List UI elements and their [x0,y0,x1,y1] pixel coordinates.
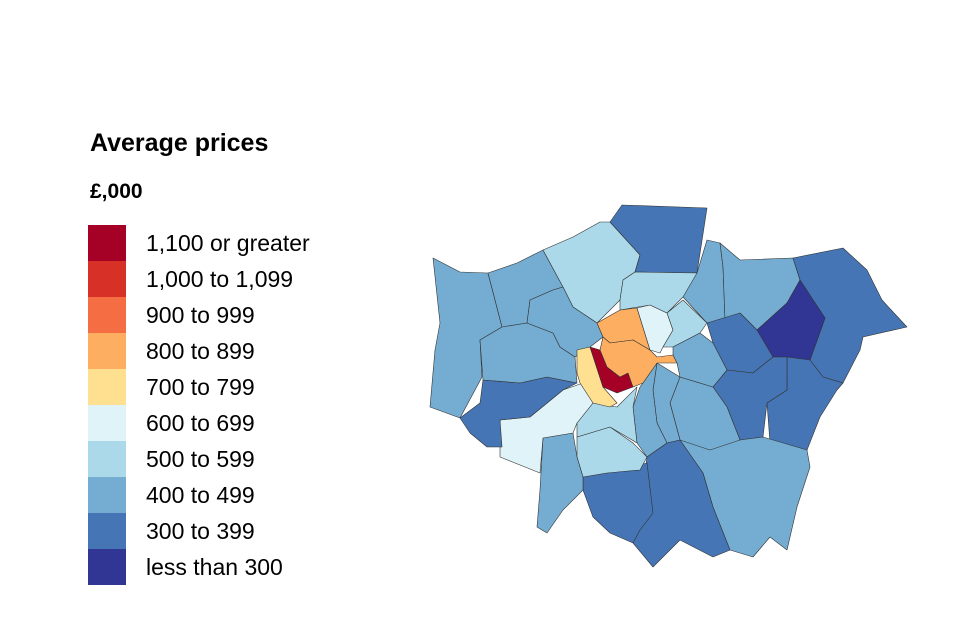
legend-item: 800 to 899 [88,333,310,369]
legend-swatch [88,297,126,333]
legend-label: 600 to 699 [146,409,255,436]
legend-label: 300 to 399 [146,517,255,544]
legend-swatch [88,369,126,405]
borough-hillingdon [429,257,503,419]
legend-unit: £,000 [90,180,143,203]
legend-item: less than 300 [88,549,310,585]
legend-item: 1,000 to 1,099 [88,261,310,297]
legend-swatch [88,225,126,261]
legend-label: 1,000 to 1,099 [146,265,294,292]
legend-swatch [88,477,126,513]
legend-label: 700 to 799 [146,373,255,400]
borough-brent [526,286,604,358]
borough-westminster-city [599,336,678,388]
legend-label: 800 to 899 [146,337,255,364]
legend-item: 1,100 or greater [88,225,310,261]
legend-label: 1,100 or greater [146,229,310,256]
legend-item: 300 to 399 [88,513,310,549]
borough-kingston [536,432,584,534]
legend-label: 500 to 599 [146,445,255,472]
legend-label: less than 300 [146,553,283,580]
legend-swatch [88,441,126,477]
legend-swatch [88,513,126,549]
legend: 1,100 or greater 1,000 to 1,099 900 to 9… [88,225,310,585]
legend-item: 700 to 799 [88,369,310,405]
legend-item: 400 to 499 [88,477,310,513]
legend-title: Average prices [90,129,269,157]
legend-item: 500 to 599 [88,441,310,477]
legend-label: 900 to 999 [146,301,255,328]
legend-item: 900 to 999 [88,297,310,333]
legend-swatch [88,405,126,441]
borough-tower-hamlets [672,332,728,388]
legend-swatch [88,261,126,297]
legend-item: 600 to 699 [88,405,310,441]
legend-swatch [88,549,126,585]
legend-swatch [88,333,126,369]
legend-label: 400 to 499 [146,481,255,508]
